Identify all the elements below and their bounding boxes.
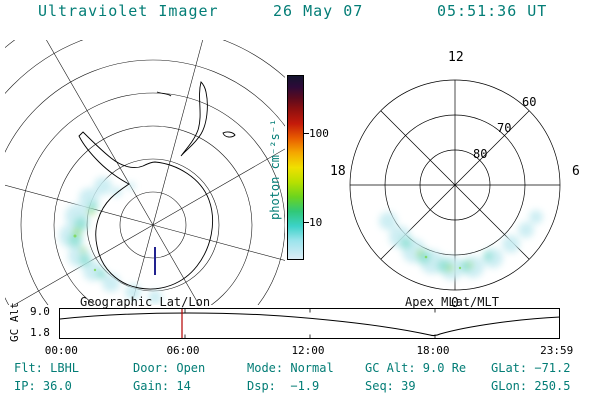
gc-alt-strip-chart bbox=[59, 308, 561, 339]
mlt-label-18: 18 bbox=[330, 164, 346, 179]
status-gcalt: GC Alt: 9.0 Re bbox=[365, 361, 467, 375]
aurora-emission-geo bbox=[59, 177, 162, 304]
status-ip: IP: 36.0 bbox=[14, 379, 72, 393]
strip-ytick-max: 9.0 bbox=[30, 305, 50, 318]
strip-time-ticks bbox=[184, 308, 436, 339]
mlt-label-0: 0 bbox=[451, 296, 459, 311]
mlat-label-60: 60 bbox=[522, 95, 536, 109]
colorbar-label: photon cm⁻²s⁻¹ bbox=[268, 118, 282, 220]
time-label: 05:51:36 UT bbox=[437, 2, 548, 20]
strip-ytick-min: 1.8 bbox=[30, 326, 50, 339]
apex-polar-plot: 12 18 6 0 60 70 80 bbox=[330, 50, 580, 311]
geographic-polar-plot bbox=[5, 40, 285, 305]
strip-ylabel: GC Alt bbox=[8, 302, 21, 342]
aurora-speckles-apex bbox=[424, 255, 462, 270]
colorbar-tick-label-100: 100 bbox=[309, 127, 329, 140]
time-tick-2359: 23:59 bbox=[540, 344, 574, 357]
mlat-label-80: 80 bbox=[473, 147, 487, 161]
gc-alt-curve bbox=[59, 312, 561, 337]
colorbar bbox=[287, 75, 304, 260]
status-door: Door: Open bbox=[133, 361, 206, 375]
colorbar-tick-label-10: 10 bbox=[309, 216, 323, 229]
latlon-grid bbox=[5, 40, 285, 305]
status-dsp: Dsp: −1.9 bbox=[247, 379, 320, 393]
colorbar-tick-10 bbox=[304, 222, 309, 223]
status-glon: GLon: 250.5 bbox=[491, 379, 571, 393]
time-tick-1200: 12:00 bbox=[291, 344, 325, 357]
aurora-speckles-geo bbox=[73, 234, 97, 272]
apex-plot-caption: Apex MLat/MLT bbox=[405, 295, 499, 309]
status-gain: Gain: 14 bbox=[133, 379, 191, 393]
status-mode: Mode: Normal bbox=[247, 361, 334, 375]
header: Ultraviolet Imager 26 May 07 05:51:36 UT bbox=[0, 0, 600, 24]
time-tick-1800: 18:00 bbox=[416, 344, 450, 357]
date-label: 26 May 07 bbox=[273, 2, 364, 20]
aurora-emission-apex bbox=[379, 210, 543, 280]
status-seq: Seq: 39 bbox=[365, 379, 416, 393]
mlat-label-70: 70 bbox=[497, 121, 511, 135]
time-tick-0000: 00:00 bbox=[44, 344, 78, 357]
time-tick-0600: 06:00 bbox=[166, 344, 200, 357]
mlt-label-12: 12 bbox=[448, 50, 464, 65]
colorbar-tick-100 bbox=[304, 133, 309, 134]
app-title: Ultraviolet Imager bbox=[38, 2, 219, 20]
strip-frame bbox=[59, 308, 560, 339]
mlat-mlt-grid bbox=[349, 79, 561, 291]
geo-plot-caption: Geographic Lat/Lon bbox=[80, 295, 211, 309]
status-glat: GLat: −71.2 bbox=[491, 361, 571, 375]
mlt-label-6: 6 bbox=[572, 164, 580, 179]
coastline-antarctica bbox=[78, 81, 236, 290]
colorbar-block: photon cm⁻²s⁻¹ 100 10 bbox=[268, 70, 330, 270]
status-flt: Flt: LBHL bbox=[14, 361, 80, 375]
